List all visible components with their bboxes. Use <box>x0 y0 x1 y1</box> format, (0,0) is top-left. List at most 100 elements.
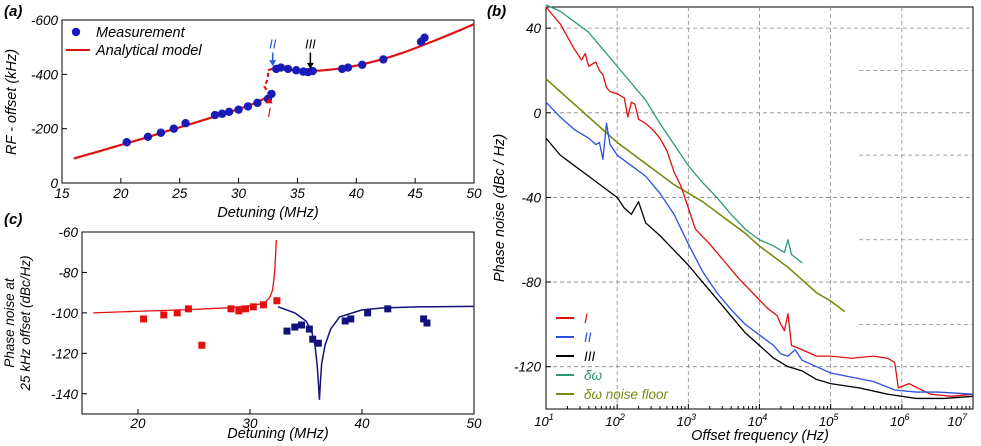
blue-measurement-point <box>305 325 313 333</box>
measurement-point <box>343 63 353 72</box>
panel-b-xtick-base: 10 <box>819 414 834 429</box>
panel-c-curves <box>93 240 475 400</box>
measurement-point <box>181 119 190 128</box>
red-measurement-point <box>249 303 257 311</box>
panel-b-ytick-label: -120 <box>514 360 542 375</box>
panel-b-xtick-label: 104 <box>748 412 767 429</box>
panel-b-ytick-label: -80 <box>521 275 541 290</box>
measurement-point <box>292 66 301 75</box>
panel-a-label: (a) <box>4 3 22 20</box>
panel-a: (a) 15 20 25 30 35 40 45 500-200-400-600 III III… <box>4 3 482 221</box>
panel-c-ytick-label: -100 <box>51 306 79 321</box>
panel-c-points <box>140 297 431 349</box>
panel-a-ytick-label: 0 <box>50 176 58 191</box>
red-measurement-point <box>198 341 206 349</box>
red-measurement-point <box>184 305 192 313</box>
panel-a-xtick-label: 15 <box>54 186 70 201</box>
blue-measurement-point <box>423 319 431 327</box>
annotation-label: I <box>267 105 271 120</box>
panel-a-ytick-label: -400 <box>31 67 59 82</box>
panel-b-xtick-base: 10 <box>534 414 549 429</box>
measurement-point <box>224 107 234 117</box>
blue-measurement-point <box>341 317 349 325</box>
model-curve-branch <box>267 23 475 72</box>
measurement-point <box>253 98 262 108</box>
panel-b-xtick-base: 10 <box>890 414 905 429</box>
panel-b-xtick-base: 10 <box>748 414 763 429</box>
legend-measurement-label: Measurement <box>96 25 186 41</box>
measurement-point <box>217 109 227 118</box>
measurement-point <box>379 55 388 64</box>
panel-c-ytick-label: -60 <box>58 225 78 240</box>
blue-measurement-point <box>291 323 299 331</box>
panel-b-xtick-exponent: 1 <box>549 412 554 422</box>
panel-a-frame <box>61 19 475 184</box>
panel-a-points <box>122 33 429 147</box>
panel-b-xtick-label: 101 <box>534 412 553 429</box>
red-measurement-point <box>259 301 267 309</box>
panel-b-curves <box>545 4 974 400</box>
panel-b-xtick-label: 107 <box>948 412 968 429</box>
panel-a-ylabel: RF - offset (kHz) <box>4 49 20 155</box>
legend-measurement-marker <box>71 27 81 37</box>
panel-a-legend: Measurement Analytical model <box>66 25 202 59</box>
measurement-point <box>234 105 243 114</box>
measurement-point <box>169 124 179 133</box>
panel-b-xtick-exponent: 3 <box>691 412 696 422</box>
panel-c-ytick-label: -120 <box>51 346 79 361</box>
blue-measurement-point <box>384 305 392 313</box>
measurement-point <box>308 66 317 76</box>
measurement-point <box>210 110 220 120</box>
panel-a-xtick-label: 45 <box>408 186 424 201</box>
panel-b-grid <box>546 7 973 409</box>
panel-b-xtick-exponent: 5 <box>833 412 839 422</box>
panel-a-ytick-label: -600 <box>31 13 59 28</box>
panel-b-xtick-exponent: 2 <box>619 412 625 422</box>
panel-b-legend-label: III <box>584 349 596 364</box>
panel-b-xtick-exponent: 4 <box>762 412 767 422</box>
measurement-point <box>267 89 276 99</box>
panel-c-xtick-label: 30 <box>242 416 258 431</box>
panel-b-xtick-base: 10 <box>948 414 963 429</box>
red-model-curve <box>93 240 277 314</box>
blue-measurement-point <box>314 339 322 347</box>
panel-a-ytick-label: -200 <box>31 122 59 137</box>
red-measurement-point <box>140 315 148 323</box>
red-measurement-point <box>242 305 250 313</box>
measurement-point <box>143 132 153 142</box>
panel-c-xtick-label: 20 <box>129 416 146 431</box>
panel-c-ylabel-line1: Phase noise at <box>2 277 17 368</box>
panel-b-legend-label: δω <box>584 368 603 383</box>
blue-measurement-point <box>364 309 372 317</box>
panel-c-xtick-label: 40 <box>354 416 370 431</box>
panel-b-frame <box>545 6 974 410</box>
annotation-arrow-head <box>265 97 273 104</box>
panel-b-ytick-label: -40 <box>521 190 541 205</box>
red-measurement-point <box>227 305 235 313</box>
panel-b-xtick-exponent: 6 <box>905 412 910 422</box>
annotation-label: II <box>269 37 277 52</box>
panel-c-xtick-label: 50 <box>466 416 482 431</box>
panel-b-series-0 <box>545 6 974 397</box>
measurement-point <box>420 33 429 42</box>
blue-measurement-point <box>298 321 306 329</box>
panel-b-series-3 <box>545 4 803 264</box>
panel-b-ylabel: Phase noise (dBc / Hz) <box>492 134 508 282</box>
measurement-point <box>283 64 293 74</box>
measurement-point <box>357 60 367 70</box>
panel-c-xlabel: Detuning (MHz) <box>227 426 329 442</box>
panel-a-xtick-label: 40 <box>349 186 365 201</box>
panel-a-xtick-label: 30 <box>231 186 247 201</box>
blue-measurement-point <box>347 315 355 323</box>
panel-a-xtick-label: 25 <box>171 186 188 201</box>
panel-b-xtick-base: 10 <box>677 414 692 429</box>
panel-b-xtick-label: 105 <box>819 412 839 429</box>
panel-a-ticks: 15 20 25 30 35 40 45 50 0 -200 -400 -600 <box>31 13 482 201</box>
panel-c-label: (c) <box>4 211 22 228</box>
panel-c-ticks: 20 30 40 50 -140 -120 -100 -80 -60 <box>51 225 482 431</box>
panel-b-series-4 <box>545 78 846 313</box>
annotation-label: III <box>305 37 316 52</box>
red-measurement-point <box>235 307 243 315</box>
panel-c-ytick-label: -80 <box>58 265 78 280</box>
